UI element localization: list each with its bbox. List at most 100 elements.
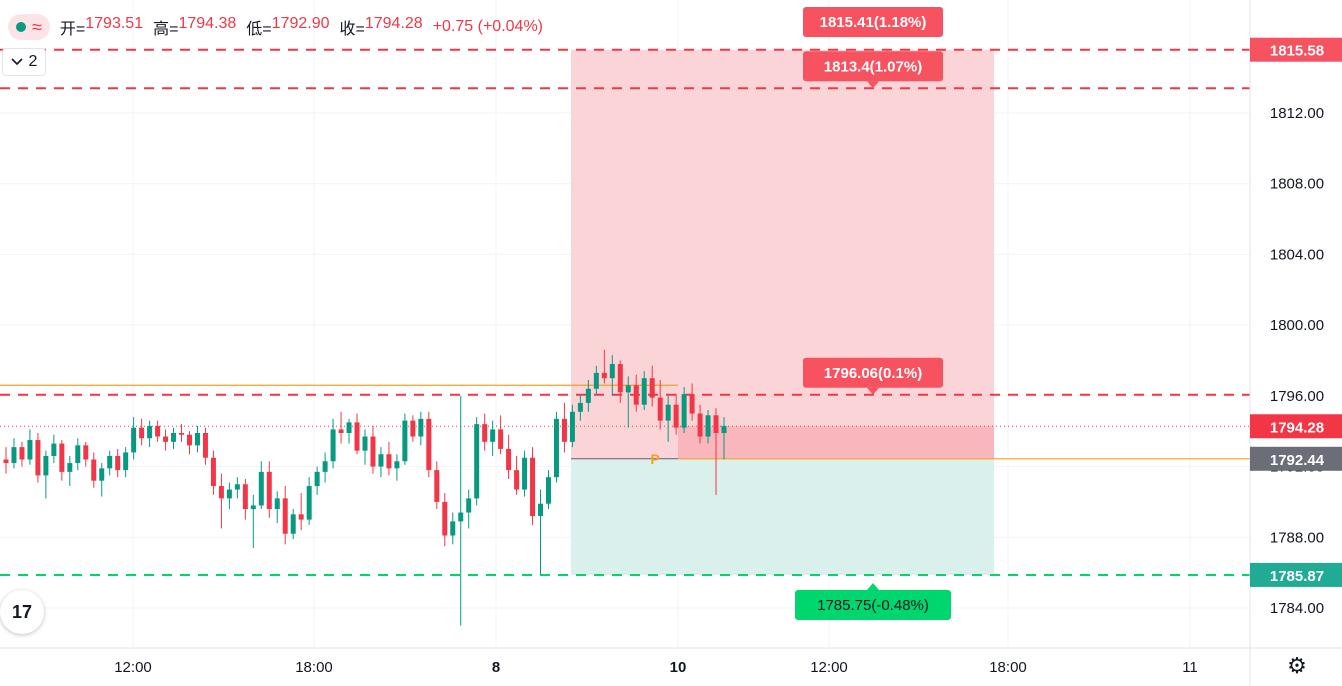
candle bbox=[171, 427, 177, 449]
candle bbox=[75, 438, 81, 471]
candle bbox=[322, 452, 328, 483]
candle-body bbox=[107, 455, 113, 469]
candle bbox=[625, 376, 631, 428]
candle-body bbox=[522, 457, 528, 490]
chevron-down-icon bbox=[10, 53, 23, 71]
candle-body bbox=[314, 471, 320, 487]
candle-body bbox=[266, 471, 272, 509]
candle bbox=[705, 410, 711, 444]
candle-body bbox=[721, 425, 727, 433]
candle bbox=[290, 509, 296, 540]
callout-box bbox=[803, 7, 943, 37]
candle-body bbox=[99, 468, 105, 481]
y-tick-label: 1812.00 bbox=[1270, 105, 1324, 122]
low-label: 低= bbox=[246, 21, 272, 38]
wave-icon: ≈ bbox=[32, 17, 42, 37]
candle bbox=[51, 434, 57, 464]
candle-body bbox=[538, 503, 544, 517]
indicators-collapse-button[interactable]: 2 bbox=[2, 48, 46, 76]
candle-body bbox=[689, 394, 695, 414]
candle-body bbox=[673, 404, 679, 428]
axis-price-tag: 1815.58 bbox=[1250, 37, 1342, 62]
y-tick-label: 1808.00 bbox=[1270, 176, 1324, 193]
candle bbox=[19, 441, 25, 467]
candle-body bbox=[569, 411, 575, 442]
candle-body bbox=[11, 447, 17, 464]
candle-body bbox=[410, 420, 416, 437]
callout-arrow-icon bbox=[867, 582, 879, 590]
axis-price-tag-text: 1794.28 bbox=[1270, 419, 1324, 436]
candle-body bbox=[43, 455, 49, 476]
close-label: 收= bbox=[339, 21, 365, 38]
candle-body bbox=[705, 415, 711, 437]
candle bbox=[394, 454, 400, 481]
candle bbox=[530, 447, 536, 525]
candle-body bbox=[179, 432, 185, 435]
candle bbox=[266, 461, 272, 518]
candle bbox=[538, 489, 544, 575]
gear-icon[interactable]: ⚙ bbox=[1287, 653, 1307, 678]
candle-body bbox=[91, 459, 97, 481]
candle-body bbox=[19, 447, 25, 460]
candle-body bbox=[194, 432, 200, 446]
tradingview-logo[interactable]: 17 bbox=[0, 590, 44, 634]
candle bbox=[194, 425, 200, 453]
series-status-pill[interactable]: ≈ bbox=[8, 14, 50, 40]
open-number: 1793.51 bbox=[85, 15, 144, 32]
candle bbox=[139, 418, 145, 446]
callout-text: 1813.4(1.07%) bbox=[824, 58, 922, 75]
entry-marker-p: P bbox=[650, 451, 659, 467]
candle-body bbox=[593, 372, 599, 389]
candle bbox=[561, 402, 567, 453]
axis-price-tag: 1785.87 bbox=[1250, 562, 1342, 587]
candle-body bbox=[234, 484, 240, 490]
candle bbox=[258, 461, 264, 509]
candle-body bbox=[338, 429, 344, 433]
candle-body bbox=[75, 445, 81, 464]
callout-text: 1815.41(1.18%) bbox=[820, 14, 927, 31]
candle-body bbox=[322, 461, 328, 472]
candle bbox=[434, 461, 440, 509]
axis-price-tag-bg bbox=[1250, 37, 1342, 62]
high-number: 1794.38 bbox=[178, 15, 237, 32]
candle-body bbox=[649, 378, 655, 398]
x-tick-label: 18:00 bbox=[989, 659, 1027, 676]
candle-body bbox=[553, 418, 559, 478]
candle bbox=[522, 450, 528, 497]
candle bbox=[338, 411, 344, 444]
callout-box bbox=[795, 589, 951, 620]
price-label-callout: 1815.41(1.18%) bbox=[803, 7, 943, 37]
y-tick-label: 1800.00 bbox=[1270, 317, 1324, 334]
candle-body bbox=[218, 486, 224, 499]
candle-body bbox=[171, 432, 177, 442]
candle bbox=[59, 440, 65, 481]
candle-body bbox=[362, 436, 368, 451]
candle-body bbox=[625, 385, 631, 393]
candle bbox=[123, 447, 129, 478]
candle bbox=[585, 379, 591, 412]
candle bbox=[426, 411, 432, 478]
x-tick-label: 18:00 bbox=[295, 659, 333, 676]
candle-body bbox=[346, 422, 352, 433]
candle bbox=[242, 478, 248, 520]
candle-body bbox=[498, 429, 504, 449]
candle bbox=[314, 466, 320, 495]
candle-body bbox=[131, 427, 137, 453]
candle bbox=[210, 450, 216, 495]
candle-body bbox=[306, 486, 312, 520]
candle-body bbox=[186, 434, 192, 446]
y-tick-label: 1784.00 bbox=[1270, 600, 1324, 617]
callout-text: 1785.75(-0.48%) bbox=[817, 597, 929, 614]
candle-body bbox=[545, 477, 551, 504]
candle-body bbox=[466, 498, 472, 513]
candle bbox=[43, 450, 49, 499]
candle bbox=[346, 418, 352, 444]
candle-body bbox=[681, 394, 687, 428]
candle bbox=[298, 493, 304, 531]
ohlc-legend: ≈ 开= 1793.51 高= 1794.38 低= 1792.90 收= 1794.2… bbox=[8, 14, 543, 40]
open-value: 开= 1793.51 bbox=[60, 15, 143, 39]
candle bbox=[91, 452, 97, 488]
price-label-callout: 1796.06(0.1%) bbox=[803, 357, 943, 395]
